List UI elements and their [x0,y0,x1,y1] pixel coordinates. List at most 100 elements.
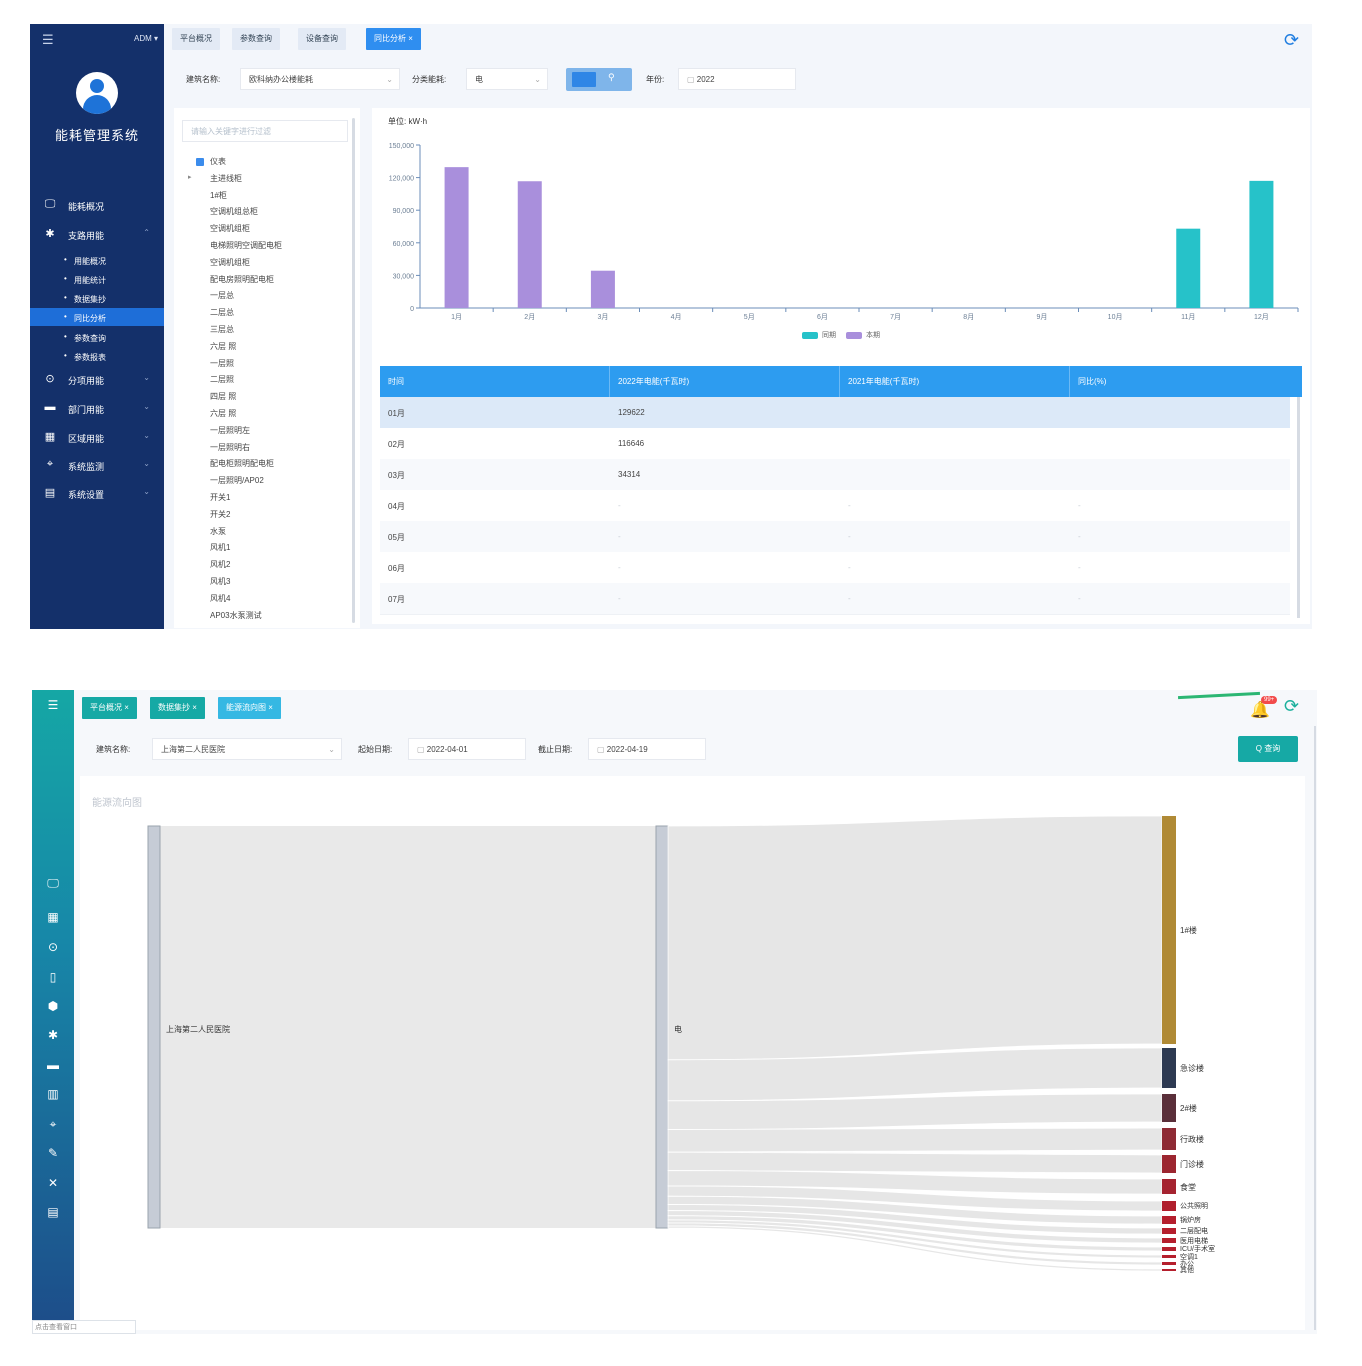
submenu-item-param-report[interactable]: • 参数报表 [64,351,106,362]
tree-item[interactable]: 一层照明右 [210,442,250,452]
edit-icon[interactable]: ✎ [47,1146,59,1160]
tree-item[interactable]: 一层总 [210,291,234,301]
start-date-picker[interactable]: ▢ 2022-04-01 [408,738,526,760]
tree-item[interactable]: 空调机组柜 [210,224,250,234]
tree-item[interactable]: 主进线柜 [210,173,242,183]
sidebar-item-area-energy[interactable]: ▦ 区域用能 ⌄ [44,431,150,444]
building-icon[interactable]: ▦ [47,910,59,924]
tree-item[interactable]: 水泵 [210,526,226,536]
table-row[interactable]: 04月 - - - [380,490,1290,522]
building-icon[interactable]: ▥ [47,1087,59,1101]
sidebar-item-branch-energy[interactable]: ✱ 支路用能 ⌃ [30,225,164,244]
energy-flow-panel: 能源流向图 上海第二人民医院 电 1#楼 急诊楼 2#楼 行政楼 门诊楼 食堂 公共照明 锅炉… [80,776,1305,1330]
page-scrollbar[interactable] [1314,726,1316,1330]
folder-icon: ▬ [44,401,56,413]
table-row[interactable]: 02月 116646 [380,428,1290,460]
tree-item[interactable]: 三层总 [210,325,234,334]
tree-item[interactable]: 二层照 [210,375,234,385]
sidebar-item-subitem-energy[interactable]: ⊙ 分项用能 ⌄ [30,370,164,389]
tree-scrollbar[interactable] [352,118,355,623]
tree-item[interactable]: 一层照明/AP02 [210,476,264,486]
search-icon[interactable]: ⚲ [608,72,615,82]
tree-item[interactable]: 1#柜 [210,190,227,200]
sidebar-item-system-monitor[interactable]: ⌖ 系统监测 ⌄ [30,456,164,475]
tab-device-query[interactable]: 设备查询 [298,28,346,50]
sidebar-item-dept-energy[interactable]: ▬ 部门用能 ⌄ [44,401,151,415]
tree-item[interactable]: 风机3 [210,577,231,586]
submenu-item-param-query[interactable]: • 参数查询 [64,332,106,343]
tree-item[interactable]: 六层 照 [210,409,237,418]
tree-item[interactable]: 开关2 [210,509,231,519]
view-toggle[interactable]: ⚲ [566,68,632,91]
table-row[interactable]: 01月 129622 [380,397,1290,429]
year-picker[interactable]: ▢ 2022 [678,68,796,90]
pin-icon[interactable]: ⌖ [49,1117,57,1131]
tab-param-query[interactable]: 参数查询 [232,28,280,50]
tree-item[interactable]: 空调机组总柜 [210,207,258,217]
hexagon-icon[interactable]: ⬢ [47,999,59,1013]
sankey-node-target [1162,1238,1176,1243]
submenu-item-yoy-analysis[interactable]: • 同比分析 [30,308,164,326]
tree-item[interactable]: 二层总 [210,308,234,318]
sankey-target-label: 2#楼 [1180,1104,1197,1113]
chart-doc-icon[interactable]: ▤ [47,1205,59,1219]
tree-item[interactable]: 六层 照 [210,341,237,351]
document-icon[interactable]: ▯ [49,970,57,984]
tab-yoy-analysis[interactable]: 同比分析 × [366,28,421,50]
sidebar-item-system-settings[interactable]: ▤ 系统设置 ⌄ [44,487,150,500]
sankey-node-target [1162,1255,1176,1258]
tree-expand-icon[interactable]: ▸ [188,173,192,181]
category-select[interactable]: 电 ⌄ [466,68,548,90]
sidebar-item-energy-overview[interactable]: 🖵 能耗概况 [44,198,105,212]
end-date-picker[interactable]: ▢ 2022-04-19 [588,738,706,760]
y-tick-label: 30,000 [393,273,415,280]
tab-data-reading[interactable]: 数据集抄 × [150,697,205,719]
tab-platform-overview[interactable]: 平台概况 [172,28,220,50]
tree-item[interactable]: 电梯照明空调配电柜 [210,241,282,250]
tree-item[interactable]: 一层照明左 [210,425,250,435]
user-dropdown[interactable]: ADM ▾ [133,34,158,43]
building-select[interactable]: 上海第二人民医院 ⌄ [152,738,342,760]
tree-item[interactable]: 开关1 [210,493,231,502]
table-row[interactable]: 06月 - - - [380,552,1290,584]
refresh-icon[interactable]: ⟳ [1284,30,1300,50]
query-button[interactable]: Q 查询 [1238,736,1298,762]
tree-search-input[interactable]: 请输入关键字进行过滤 [182,120,348,142]
table-row[interactable]: 05月 - - - [380,521,1290,553]
tab-energy-flow[interactable]: 能源流向图 × [218,697,281,719]
tree-item[interactable]: 风机1 [210,543,231,553]
tree-item[interactable]: 风机4 [210,593,231,603]
fan-icon[interactable]: ✱ [47,1028,59,1042]
tree-item[interactable]: 风机2 [210,560,231,570]
bell-icon[interactable]: 🔔 [1250,702,1270,719]
tools-icon[interactable]: ✕ [47,1176,59,1190]
tab-platform-overview[interactable]: 平台概况 × [82,697,137,719]
menu-toggle-icon[interactable]: ☰ [47,698,59,712]
tree-root-item[interactable]: 仪表 [210,157,226,166]
chart-view-button[interactable] [572,72,596,87]
table-cell: - [848,594,851,603]
clock-icon[interactable]: ⊙ [47,940,59,954]
table-cell: 03月 [388,471,405,480]
tree-item[interactable]: 一层照 [210,358,234,368]
folder-icon[interactable]: ▬ [47,1058,59,1072]
tree-checkbox[interactable] [196,158,204,166]
monitor-icon[interactable]: 🖵 [47,876,59,890]
tree-item[interactable]: AP03水泵测试 [210,610,262,620]
submenu-item-data-reading[interactable]: • 数据集抄 [64,293,106,304]
building-select[interactable]: 欧科纳办公楼能耗 ⌄ [240,68,400,90]
table-row[interactable]: 03月 34314 [380,459,1290,491]
submenu-item-usage-overview[interactable]: • 用能概况 [64,255,106,266]
bar-prior [1249,180,1274,308]
tree-item[interactable]: 空调机组柜 [210,257,250,267]
table-scrollbar[interactable] [1297,397,1300,618]
clock-icon: ⊙ [45,373,55,385]
tree-item[interactable]: 四层 照 [210,392,237,402]
menu-toggle-icon[interactable]: ☰ [42,32,54,47]
sankey-diagram [147,815,1176,1272]
tree-item[interactable]: 配电柜照明配电柜 [210,459,274,469]
submenu-item-usage-stats[interactable]: • 用能统计 [64,274,106,285]
tree-item[interactable]: 配电房照明配电柜 [210,274,274,284]
refresh-icon[interactable]: ⟳ [1284,696,1300,716]
table-row[interactable]: 07月 - - - [380,583,1290,615]
